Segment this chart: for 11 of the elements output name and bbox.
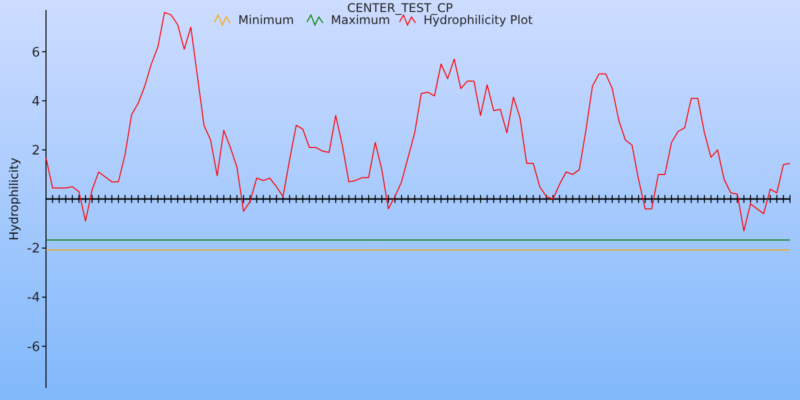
y-tick-label: -4 (27, 290, 40, 306)
legend-label: Maximum (330, 13, 390, 27)
chart-title: CENTER_TEST_CP (347, 1, 453, 15)
y-axis-title: Hydrophilicity (7, 158, 21, 240)
y-tick-label: 6 (32, 45, 40, 60)
y-tick-label: 4 (32, 94, 40, 110)
legend-label: Minimum (238, 13, 294, 27)
legend-label: Hydrophilicity Plot (424, 13, 533, 27)
y-tick-label: -2 (27, 242, 40, 257)
y-tick-label: -6 (27, 340, 40, 355)
y-tick-label: 2 (32, 143, 40, 158)
